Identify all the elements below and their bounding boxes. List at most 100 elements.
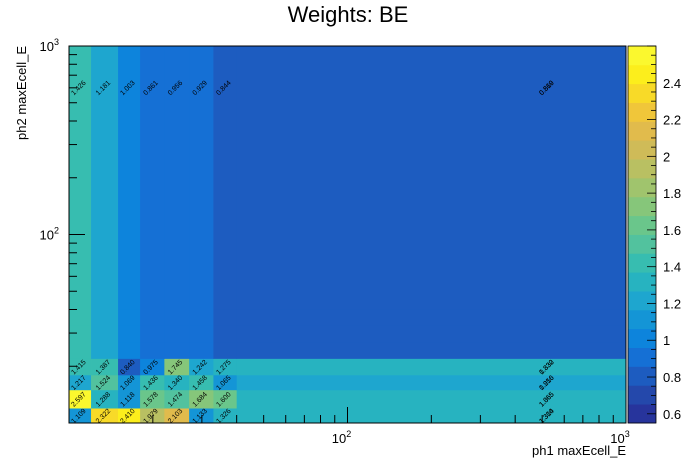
x-axis: 102 103 — [68, 407, 630, 446]
heatmap-cell — [118, 325, 141, 343]
color-scale-swatch — [628, 291, 656, 311]
heatmap-cell — [189, 46, 214, 310]
color-scale-swatch — [628, 366, 656, 386]
color-scale-swatch — [628, 309, 656, 330]
heatmap-cell — [164, 46, 190, 310]
heatmap-cell — [140, 309, 165, 326]
heatmap-cell — [140, 341, 165, 359]
color-scale-tick-label: 2 — [663, 149, 670, 164]
color-scale-swatch — [628, 83, 656, 103]
color-scale-tick-label: 0.8 — [663, 370, 681, 385]
heatmap-cell — [213, 325, 238, 343]
x-tick-label: 102 — [332, 429, 351, 446]
heatmap-cell — [69, 389, 92, 409]
heatmap-cell — [236, 341, 627, 359]
y-tick-label: 102 — [40, 226, 59, 243]
heatmap-cell — [69, 309, 92, 326]
heatmap-cell — [140, 325, 165, 343]
heatmap-cell — [164, 341, 190, 359]
heatmap-cell — [91, 374, 119, 391]
color-scale-swatch — [628, 46, 656, 66]
heatmap-cell — [213, 389, 238, 409]
color-scale-swatch — [628, 253, 656, 273]
color-scale-tick-label: 0.6 — [663, 407, 681, 422]
color-scale-tick-label: 2.2 — [663, 113, 681, 128]
heatmap-cell — [118, 341, 141, 359]
y-tick-label: 103 — [40, 37, 59, 54]
heatmap-cell — [213, 374, 238, 391]
heatmap-cell — [236, 325, 627, 343]
heatmap-cell — [69, 358, 92, 376]
color-scale-swatch — [628, 196, 656, 217]
color-scale-swatch — [628, 177, 656, 198]
color-scale-swatch — [628, 272, 656, 292]
heatmap-cell — [69, 408, 92, 424]
color-scale-swatch — [628, 404, 656, 424]
heatmap-cell — [118, 309, 141, 326]
color-scale-swatch — [628, 121, 656, 141]
heatmap-cell — [118, 389, 141, 409]
heatmap-cell — [164, 358, 190, 376]
color-scale-swatch — [628, 215, 656, 235]
x-tick-label: 103 — [610, 429, 629, 446]
heatmap-cell — [91, 46, 119, 310]
color-scale-swatch — [628, 385, 656, 405]
heatmap-cell — [236, 358, 627, 376]
y-axis: 102 103 — [40, 37, 85, 424]
color-scale-tick-label: 1.4 — [663, 260, 681, 275]
heatmap-cell — [236, 374, 627, 391]
heatmap-cell — [118, 374, 141, 391]
color-scale-tick-label: 1 — [663, 333, 670, 348]
heatmap-cell — [140, 46, 165, 310]
heatmap-cell — [140, 358, 165, 376]
heatmap-cell — [91, 341, 119, 359]
color-scale-frame — [627, 45, 657, 424]
color-scale-tick-label: 1.8 — [663, 186, 681, 201]
heatmap-cell — [164, 325, 190, 343]
heatmap-cell — [189, 358, 214, 376]
heatmap-cell — [164, 374, 190, 391]
heatmap-cell — [69, 374, 92, 391]
color-scale-tick-label: 1.2 — [663, 296, 681, 311]
heatmap-cell — [236, 46, 627, 310]
heatmap-cell — [164, 389, 190, 409]
heatmap-cell — [213, 358, 238, 376]
color-scale-swatch — [628, 159, 656, 179]
color-scale-swatch — [628, 64, 656, 85]
heatmap-cell — [189, 325, 214, 343]
heatmap-cell — [236, 309, 627, 326]
color-scale-swatch — [628, 328, 656, 348]
heatmap-cell — [213, 309, 238, 326]
color-scale-swatch — [628, 234, 656, 254]
x-axis-title: ph1 maxEcell_E — [532, 443, 626, 458]
color-scale-bar — [627, 45, 657, 424]
heatmap-cells — [69, 46, 627, 424]
heatmap-cell — [213, 46, 238, 310]
heatmap-cell — [189, 389, 214, 409]
heatmap-cell — [91, 389, 119, 409]
heatmap-cell — [164, 309, 190, 326]
color-scale-tick-label: 2.4 — [663, 76, 681, 91]
heatmap-cell — [118, 408, 141, 424]
heatmap-cell — [189, 374, 214, 391]
heatmap-cell — [189, 341, 214, 359]
heatmap-cell — [118, 358, 141, 376]
heatmap-cell — [91, 309, 119, 326]
heatmap-cell — [140, 374, 165, 391]
heatmap-cell — [69, 325, 92, 343]
heatmap-cell — [91, 408, 119, 424]
heatmap-cell — [69, 341, 92, 359]
color-scale-swatch — [628, 347, 656, 367]
color-scale-swatch — [628, 102, 656, 122]
chart-title: Weights: BE — [288, 2, 409, 27]
heatmap-cell — [213, 408, 238, 424]
heatmap-cell — [91, 325, 119, 343]
heatmap-cell — [69, 46, 92, 310]
heatmap-cell — [140, 389, 165, 409]
heatmap-cell — [118, 46, 141, 310]
heatmap-cell — [189, 309, 214, 326]
color-scale-axis: 0.6 0.8 1 1.2 1.4 1.6 1.8 2 2.2 2.4 — [647, 45, 681, 422]
color-scale-swatch — [628, 140, 656, 160]
heatmap-cell — [213, 341, 238, 359]
